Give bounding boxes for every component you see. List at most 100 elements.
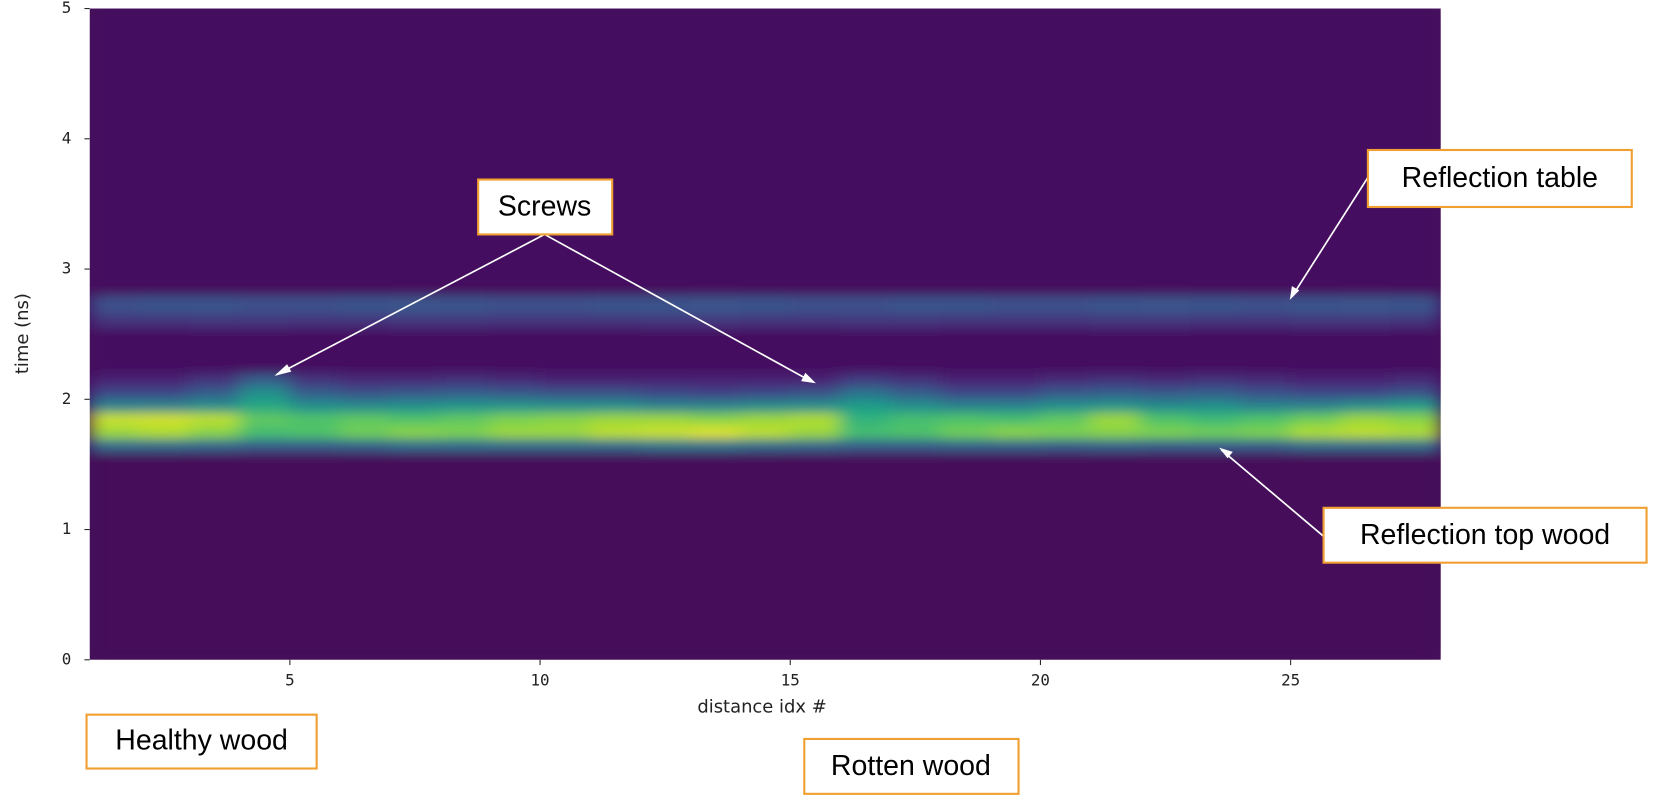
annotation-text: Rotten wood xyxy=(831,750,991,782)
heatmap-cell xyxy=(439,424,491,439)
heatmap-cell xyxy=(189,411,241,426)
heatmap-cell xyxy=(1039,385,1091,400)
heatmap-cell xyxy=(1039,424,1091,439)
heatmap-cell xyxy=(639,385,691,400)
heatmap-cell xyxy=(1190,385,1242,400)
heatmap-cell xyxy=(789,314,841,329)
heatmap-cell xyxy=(1340,327,1392,374)
heatmap-cell xyxy=(839,437,891,452)
heatmap-cell xyxy=(239,450,291,660)
heatmap-cell xyxy=(939,8,991,296)
heatmap-cell xyxy=(1240,8,1292,296)
heatmap-cell xyxy=(1340,411,1392,426)
heatmap-cell xyxy=(1089,8,1142,296)
heatmap-cell xyxy=(639,411,691,426)
heatmap-cell xyxy=(1089,385,1142,400)
heatmap-cell xyxy=(339,314,391,329)
heatmap-cell xyxy=(689,314,741,329)
heatmap xyxy=(89,8,1441,660)
heatmap-cell xyxy=(689,450,741,660)
heatmap-cell xyxy=(1390,437,1441,452)
heatmap-cell xyxy=(689,372,741,387)
heatmap-cell xyxy=(889,327,941,374)
heatmap-cell xyxy=(1290,385,1342,400)
heatmap-cell xyxy=(639,8,691,296)
heatmap-cell xyxy=(1290,8,1342,296)
heatmap-cell xyxy=(1039,398,1091,413)
heatmap-cell xyxy=(389,8,441,296)
heatmap-cell xyxy=(139,314,191,329)
heatmap-cell xyxy=(1190,450,1242,660)
heatmap-cell xyxy=(389,411,441,426)
heatmap-cell xyxy=(239,372,291,387)
heatmap-cell xyxy=(539,411,591,426)
annotation-box xyxy=(85,713,318,770)
x-tick-label: 10 xyxy=(531,670,550,689)
heatmap-cell xyxy=(1039,450,1091,660)
heatmap-cell xyxy=(589,8,641,296)
heatmap-cell xyxy=(989,327,1041,374)
arrow xyxy=(544,233,814,383)
heatmap-cell xyxy=(389,450,441,660)
heatmap-cell xyxy=(1340,437,1392,452)
y-tick-label: 4 xyxy=(62,128,72,147)
heatmap-cell xyxy=(1139,314,1192,329)
heatmap-cell xyxy=(239,398,291,413)
heatmap-cell xyxy=(439,8,491,296)
heatmap-cell xyxy=(139,372,191,387)
heatmap-cell xyxy=(389,385,441,400)
heatmap-cell xyxy=(1190,437,1242,452)
heatmap-cell xyxy=(489,327,541,374)
heatmap-cell xyxy=(289,385,341,400)
heatmap-cell xyxy=(589,450,641,660)
heatmap-cell xyxy=(839,385,891,400)
y-axis-label: time (ns) xyxy=(12,293,33,374)
heatmap-cell xyxy=(989,294,1041,316)
heatmap-cell xyxy=(739,8,791,296)
y-tick-label: 5 xyxy=(62,0,72,17)
heatmap-cell xyxy=(739,385,791,400)
heatmap-cell xyxy=(1190,8,1242,296)
heatmap-cell xyxy=(139,327,191,374)
heatmap-cell xyxy=(789,411,841,426)
heatmap-cell xyxy=(489,385,541,400)
heatmap-cell xyxy=(439,327,491,374)
heatmap-cell xyxy=(539,437,591,452)
heatmap-cell xyxy=(1240,372,1292,387)
heatmap-cell xyxy=(239,437,291,452)
heatmap-cell xyxy=(389,437,441,452)
heatmap-cell xyxy=(789,437,841,452)
heatmap-cell xyxy=(589,437,641,452)
heatmap-cell xyxy=(289,294,341,316)
heatmap-cell xyxy=(289,8,341,296)
heatmap-cell xyxy=(89,437,141,452)
heatmap-cell xyxy=(489,411,541,426)
heatmap-cell xyxy=(239,327,291,374)
heatmap-cell xyxy=(1240,450,1292,660)
heatmap-cell xyxy=(439,411,491,426)
heatmap-cell xyxy=(439,437,491,452)
heatmap-cell xyxy=(89,8,141,296)
heatmap-cell xyxy=(189,450,241,660)
heatmap-cell xyxy=(889,294,941,316)
heatmap-cell xyxy=(989,450,1041,660)
heatmap-cell xyxy=(1390,398,1441,413)
heatmap-cell xyxy=(689,8,741,296)
heatmap-cell xyxy=(89,424,141,439)
heatmap-cell xyxy=(1039,8,1091,296)
heatmap-cell xyxy=(139,411,191,426)
heatmap-cell xyxy=(1089,450,1142,660)
heatmap-cell xyxy=(339,385,391,400)
heatmap-cells xyxy=(89,8,1441,660)
heatmap-cell xyxy=(489,8,541,296)
heatmap-cell xyxy=(89,372,141,387)
heatmap-cell xyxy=(439,385,491,400)
heatmap-cell xyxy=(389,327,441,374)
heatmap-cell xyxy=(1190,424,1242,439)
heatmap-cell xyxy=(689,411,741,426)
heatmap-cell xyxy=(739,437,791,452)
heatmap-cell xyxy=(739,398,791,413)
heatmap-cell xyxy=(939,372,991,387)
heatmap-cell xyxy=(189,314,241,329)
